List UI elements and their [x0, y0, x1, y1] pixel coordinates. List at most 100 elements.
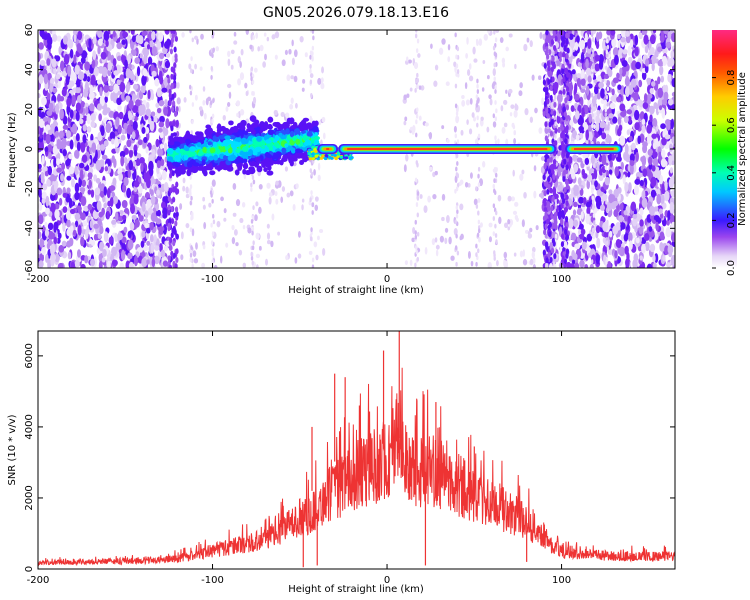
edge-speck — [565, 200, 569, 207]
noise-speck — [38, 163, 42, 169]
noise-speck — [60, 173, 65, 182]
edge-speck — [169, 244, 173, 251]
streak-speck — [590, 102, 593, 108]
noise-speck — [232, 212, 237, 217]
noise-speck — [62, 192, 68, 198]
noise-speck — [668, 143, 673, 152]
noise-speck — [123, 176, 129, 186]
noise-speck — [41, 96, 47, 106]
noise-speck — [608, 189, 613, 195]
noise-speck — [308, 250, 313, 255]
noise-speck — [665, 41, 672, 49]
noise-speck — [667, 210, 671, 221]
noise-speck — [588, 132, 593, 141]
noise-speck — [185, 222, 190, 229]
noise-speck — [128, 63, 132, 69]
noise-speck — [518, 90, 523, 97]
edge-speck — [548, 49, 552, 56]
streak-speck — [605, 38, 609, 44]
noise-speck — [404, 116, 408, 122]
noise-speck — [63, 53, 70, 65]
noise-speck — [629, 160, 635, 167]
noise-speck — [670, 118, 675, 130]
noise-speck — [164, 99, 168, 106]
noise-speck — [670, 233, 675, 243]
noise-speck — [671, 174, 675, 185]
noise-speck — [121, 54, 125, 63]
signal-speck — [228, 120, 234, 126]
noise-speck — [266, 223, 270, 229]
noise-speck — [497, 138, 500, 145]
noise-speck — [613, 54, 619, 66]
noise-speck — [317, 235, 320, 241]
noise-speck — [595, 254, 600, 265]
noise-speck — [82, 134, 87, 144]
noise-speck — [67, 65, 72, 77]
noise-speck — [159, 226, 165, 232]
noise-speck — [503, 259, 507, 267]
noise-speck — [627, 215, 631, 224]
noise-speck — [98, 211, 104, 218]
noise-speck — [265, 258, 269, 266]
noise-speck — [116, 55, 122, 62]
noise-speck — [280, 111, 285, 118]
streak-speck — [494, 100, 497, 105]
noise-speck — [642, 141, 648, 148]
noise-speck — [595, 195, 602, 204]
noise-speck — [576, 157, 583, 163]
edge-speck — [554, 35, 558, 42]
noise-speck — [291, 39, 294, 47]
noise-speck — [652, 262, 657, 268]
edge-speck — [168, 92, 172, 99]
edge-speck — [549, 187, 553, 194]
streak-speck — [495, 172, 498, 178]
noise-speck — [424, 122, 429, 127]
noise-speck — [116, 97, 122, 106]
noise-speck — [301, 204, 304, 211]
noise-speck — [98, 225, 104, 235]
noise-speck — [670, 153, 675, 161]
streak-speck — [209, 190, 213, 196]
noise-speck — [227, 101, 231, 108]
noise-speck — [657, 76, 661, 85]
noise-speck — [573, 163, 579, 174]
noise-speck — [86, 76, 91, 83]
noise-speck — [643, 34, 649, 45]
noise-speck — [74, 212, 81, 221]
noise-speck — [227, 58, 231, 67]
noise-speck — [78, 46, 83, 55]
noise-speck — [309, 73, 314, 79]
noise-speck — [112, 177, 117, 186]
streak-speck — [455, 63, 459, 69]
edge-speck — [170, 232, 174, 239]
noise-speck — [482, 160, 486, 168]
noise-speck — [258, 184, 263, 190]
noise-speck — [578, 223, 584, 230]
noise-speck — [126, 187, 132, 199]
noise-speck — [79, 187, 86, 193]
noise-speck — [128, 150, 134, 158]
noise-speck — [634, 178, 641, 185]
streak-speck — [476, 89, 480, 94]
noise-speck — [179, 203, 183, 210]
streak-speck — [478, 228, 481, 234]
noise-speck — [86, 126, 92, 133]
noise-speck — [103, 30, 110, 41]
noise-speck — [460, 129, 464, 136]
noise-speck — [162, 223, 167, 235]
noise-speck — [241, 201, 246, 208]
noise-speck — [315, 254, 319, 261]
noise-speck — [418, 85, 422, 90]
edge-speck — [172, 196, 176, 203]
noise-speck — [90, 120, 96, 128]
edge-speck — [552, 173, 556, 180]
streak-speck — [250, 66, 254, 72]
noise-speck — [164, 76, 168, 87]
streak-speck — [416, 231, 420, 237]
noise-speck — [418, 115, 422, 121]
noise-speck — [534, 107, 538, 114]
noise-speck — [268, 196, 272, 205]
noise-speck — [660, 123, 666, 130]
noise-speck — [469, 97, 473, 105]
noise-speck — [619, 203, 624, 211]
